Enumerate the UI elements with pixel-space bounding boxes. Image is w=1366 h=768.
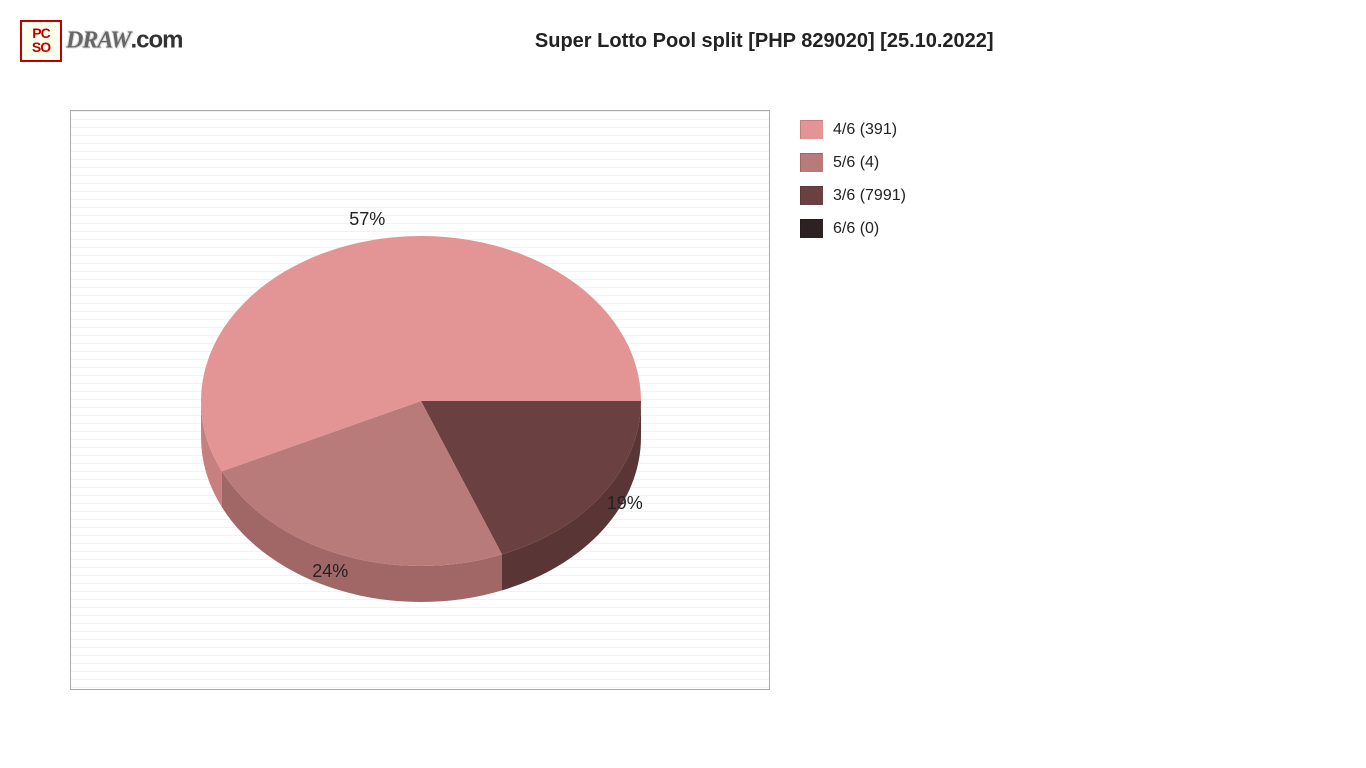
legend-swatch-slice-4-6 (800, 120, 823, 139)
logo-text-draw: DRAW (66, 27, 130, 53)
header: PC SODRAW.com Super Lotto Pool split [PH… (20, 20, 1346, 70)
legend-label-slice-3-6: 3/6 (7991) (833, 187, 906, 205)
pie-chart (71, 111, 771, 691)
legend-swatch-slice-3-6 (800, 186, 823, 205)
legend-row-slice-4-6: 4/6 (391) (800, 120, 906, 139)
site-logo: PC SODRAW.com (20, 20, 183, 62)
legend-label-slice-5-6: 5/6 (4) (833, 154, 879, 172)
pct-label-slice-5-6: 24% (312, 561, 348, 582)
pct-label-slice-4-6: 57% (349, 209, 385, 230)
title-wrap: Super Lotto Pool split [PHP 829020] [25.… (183, 20, 1347, 53)
logo-text-dotcom: .com (130, 26, 182, 53)
pct-label-slice-3-6: 19% (607, 493, 643, 514)
legend-swatch-slice-6-6 (800, 219, 823, 238)
legend-row-slice-6-6: 6/6 (0) (800, 219, 906, 238)
legend-label-slice-4-6: 4/6 (391) (833, 121, 897, 139)
chart-title: Super Lotto Pool split [PHP 829020] [25.… (183, 20, 1347, 53)
legend: 4/6 (391) 5/6 (4) 3/6 (7991) 6/6 (0) (800, 120, 906, 252)
legend-row-slice-5-6: 5/6 (4) (800, 153, 906, 172)
legend-row-slice-3-6: 3/6 (7991) (800, 186, 906, 205)
chart-frame: 19% 24% 57% (70, 110, 770, 690)
legend-swatch-slice-5-6 (800, 153, 823, 172)
legend-label-slice-6-6: 6/6 (0) (833, 220, 879, 238)
logo-badge: PC SO (20, 20, 62, 62)
